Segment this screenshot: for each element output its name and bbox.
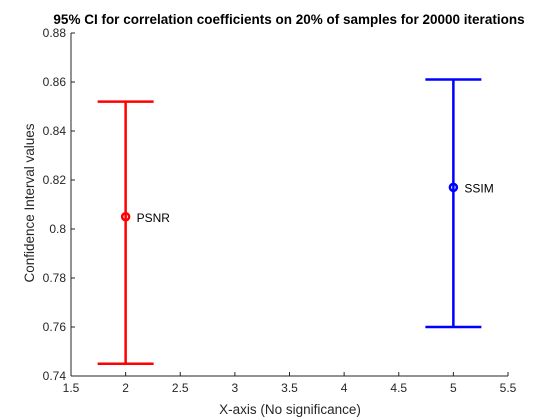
y-tick-label: 0.76 [43,320,67,334]
x-tick-label: 4 [341,381,348,395]
y-axis-label: Confidence Interval values [22,123,37,282]
x-axis-ticks: 1.5 2 2.5 3 3.5 4 4.5 5 5.5 [63,372,517,395]
errorbar-series-psnr: PSNR [97,100,171,365]
series-layer: PSNR SSIM [97,78,494,365]
errorbar-center-marker [120,212,131,222]
errorbar-series-ssim: SSIM [425,78,494,329]
series-annotation: PSNR [137,211,171,225]
x-tick-label: 2 [122,381,129,395]
y-tick-label: 0.74 [43,369,67,383]
y-tick-label: 0.86 [43,75,67,89]
x-tick-label: 5 [450,381,457,395]
series-annotation: SSIM [464,181,493,195]
x-tick-label: 4.5 [390,381,407,395]
x-tick-label: 3.5 [281,381,298,395]
y-tick-label: 0.88 [43,26,67,40]
y-tick-label: 0.84 [43,124,67,138]
chart-title: 95% CI for correlation coefficients on 2… [53,12,524,27]
plot-area: 1.5 2 2.5 3 3.5 4 4.5 5 5.5 0.740.760.780.80.820… [43,26,517,395]
x-tick-label: 2.5 [172,381,189,395]
y-tick-label: 0.8 [49,222,66,236]
y-tick-label: 0.78 [43,271,67,285]
x-axis-label: X-axis (No significance) [219,402,361,417]
x-tick-label: 1.5 [63,381,80,395]
x-tick-label: 5.5 [500,381,517,395]
y-axis-ticks: 0.74 0.76 0.78 0.8 0.82 0.84 0.86 0.88 [43,26,75,383]
y-tick-label: 0.82 [43,173,67,187]
x-tick-label: 3 [232,381,239,395]
errorbar-center-marker [448,182,459,193]
